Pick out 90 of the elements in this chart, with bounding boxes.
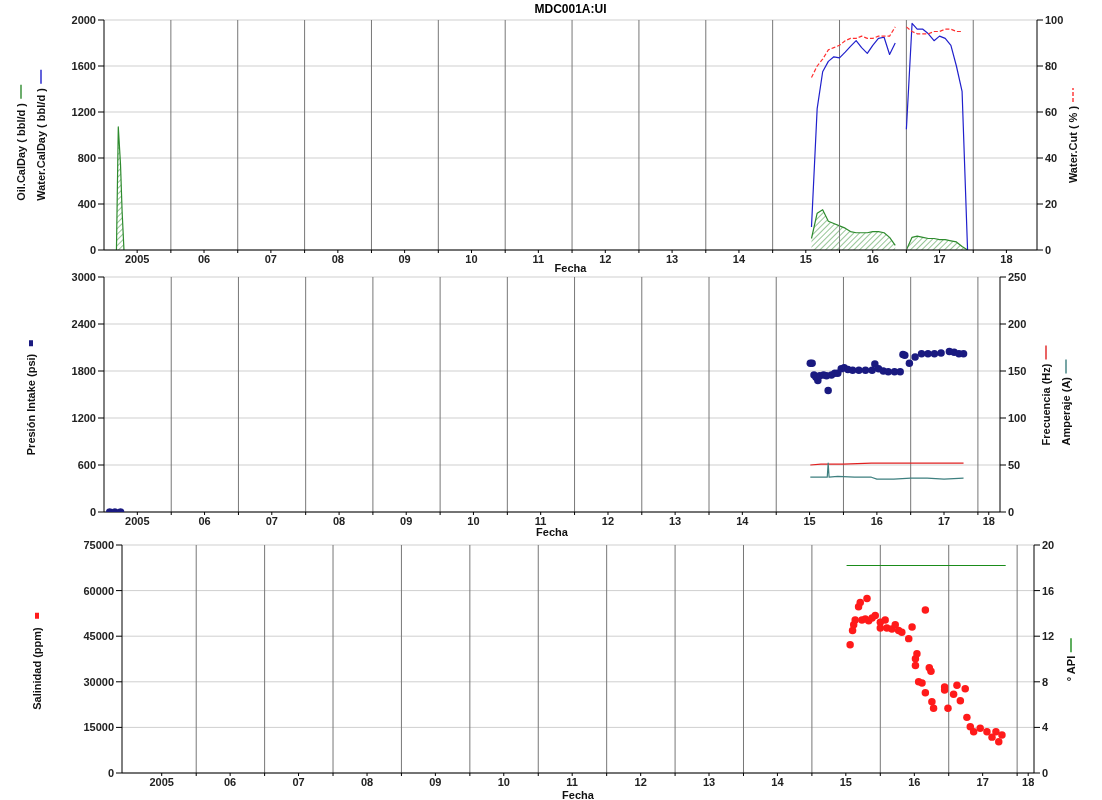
legend-label: ° API bbox=[1065, 655, 1077, 682]
x-tick-label: 11 bbox=[566, 775, 578, 788]
y2-tick-label: 12 bbox=[1042, 630, 1055, 643]
x-axis-title: Fecha bbox=[562, 789, 595, 800]
y2-tick-label: 0 bbox=[1042, 766, 1049, 779]
y2-tick-label: 4 bbox=[1042, 721, 1049, 734]
y2-tick-label: 60 bbox=[1045, 105, 1058, 118]
x-tick-label: 10 bbox=[467, 514, 480, 527]
y2-tick-label: 0 bbox=[1008, 505, 1015, 518]
x-tick-label: 12 bbox=[601, 514, 615, 527]
x-tick-label: 17 bbox=[933, 252, 946, 265]
y-tick-label: 1600 bbox=[71, 59, 96, 72]
x-tick-label: 08 bbox=[331, 252, 344, 265]
legend-label: Presión Intake (psi) bbox=[25, 353, 37, 455]
y2-tick-label: 40 bbox=[1045, 151, 1058, 164]
y2-tick-label: 16 bbox=[1042, 584, 1055, 597]
y-tick-label: 1800 bbox=[71, 364, 96, 377]
y-tick-label: 400 bbox=[77, 197, 96, 210]
x-tick-label: 11 bbox=[532, 252, 545, 265]
x-tick-label: 12 bbox=[634, 775, 647, 788]
y2-tick-label: 200 bbox=[1008, 317, 1027, 330]
y2-tick-label: 20 bbox=[1045, 197, 1058, 210]
x-axis-title: Fecha bbox=[536, 526, 569, 538]
x-tick-label: 18 bbox=[1000, 252, 1013, 265]
y2-tick-label: 20 bbox=[1042, 538, 1055, 551]
x-tick-label: 10 bbox=[465, 252, 478, 265]
x-tick-label: 10 bbox=[497, 775, 510, 788]
legend-label: Salinidad (ppm) bbox=[31, 627, 43, 710]
legend-label: Water.CalDay ( bbl/d ) bbox=[35, 88, 47, 201]
x-tick-label: 16 bbox=[908, 775, 921, 788]
x-tick-label: 14 bbox=[732, 252, 746, 265]
y-tick-label: 60000 bbox=[83, 584, 114, 597]
legend-label: Frecuencia (Hz) bbox=[1040, 363, 1052, 445]
x-tick-label: 08 bbox=[332, 514, 346, 527]
x-tick-label: 09 bbox=[429, 775, 442, 788]
x-tick-label: 07 bbox=[264, 252, 278, 265]
y-tick-label: 30000 bbox=[83, 675, 114, 688]
y-tick-label: 0 bbox=[89, 243, 96, 256]
y2-tick-label: 8 bbox=[1042, 675, 1049, 688]
x-axis-title: Fecha bbox=[554, 262, 588, 274]
x-tick-label: 16 bbox=[866, 252, 879, 265]
x-tick-label: 2005 bbox=[125, 514, 150, 527]
x-tick-label: 14 bbox=[771, 775, 785, 788]
x-tick-label: 16 bbox=[870, 514, 884, 527]
legend-label: Oil.CalDay ( bbl/d ) bbox=[15, 103, 27, 201]
y-tick-label: 15000 bbox=[83, 721, 114, 734]
y2-tick-label: 150 bbox=[1008, 364, 1027, 377]
y2-tick-label: 100 bbox=[1045, 13, 1064, 26]
x-tick-label: 09 bbox=[398, 252, 411, 265]
y2-tick-label: 100 bbox=[1008, 411, 1027, 424]
y-tick-label: 2400 bbox=[71, 317, 96, 330]
y-tick-label: 0 bbox=[89, 505, 96, 518]
y2-tick-label: 250 bbox=[1008, 270, 1027, 283]
x-tick-label: 13 bbox=[668, 514, 682, 527]
legend-label: Water.Cut ( % ) bbox=[1067, 105, 1079, 184]
x-tick-label: 09 bbox=[400, 514, 413, 527]
y-tick-label: 3000 bbox=[71, 270, 96, 283]
y-tick-label: 75000 bbox=[83, 538, 114, 551]
x-tick-label: 07 bbox=[265, 514, 278, 527]
y-tick-label: 0 bbox=[107, 766, 114, 779]
chart-title: MDC001A:UI bbox=[533, 2, 608, 16]
x-tick-label: 15 bbox=[803, 514, 816, 527]
x-tick-label: 11 bbox=[534, 514, 547, 527]
x-tick-label: 07 bbox=[292, 775, 305, 788]
x-tick-label: 13 bbox=[702, 775, 716, 788]
y2-tick-label: 80 bbox=[1045, 59, 1058, 72]
y2-tick-label: 0 bbox=[1045, 243, 1052, 256]
x-tick-label: 18 bbox=[982, 514, 995, 527]
y-tick-label: 600 bbox=[77, 458, 96, 471]
y-tick-label: 800 bbox=[77, 151, 96, 164]
x-tick-label: 15 bbox=[799, 252, 812, 265]
x-tick-label: 14 bbox=[736, 514, 750, 527]
x-tick-label: 12 bbox=[599, 252, 612, 265]
y-tick-label: 1200 bbox=[71, 411, 96, 424]
x-tick-label: 2005 bbox=[149, 775, 174, 788]
x-tick-label: 13 bbox=[665, 252, 679, 265]
x-tick-label: 18 bbox=[1022, 775, 1035, 788]
y-tick-label: 2000 bbox=[71, 13, 96, 26]
x-tick-label: 08 bbox=[360, 775, 374, 788]
x-tick-label: 17 bbox=[976, 775, 989, 788]
x-tick-label: 06 bbox=[198, 514, 211, 527]
x-tick-label: 15 bbox=[839, 775, 852, 788]
x-tick-label: 06 bbox=[224, 775, 237, 788]
x-tick-label: 06 bbox=[197, 252, 211, 265]
x-tick-label: 2005 bbox=[124, 252, 150, 265]
x-tick-label: 17 bbox=[937, 514, 951, 527]
y-tick-label: 45000 bbox=[83, 630, 114, 643]
legend-label: Amperaje (A) bbox=[1060, 376, 1072, 445]
y-tick-label: 1200 bbox=[71, 105, 96, 118]
y2-tick-label: 50 bbox=[1008, 458, 1021, 471]
